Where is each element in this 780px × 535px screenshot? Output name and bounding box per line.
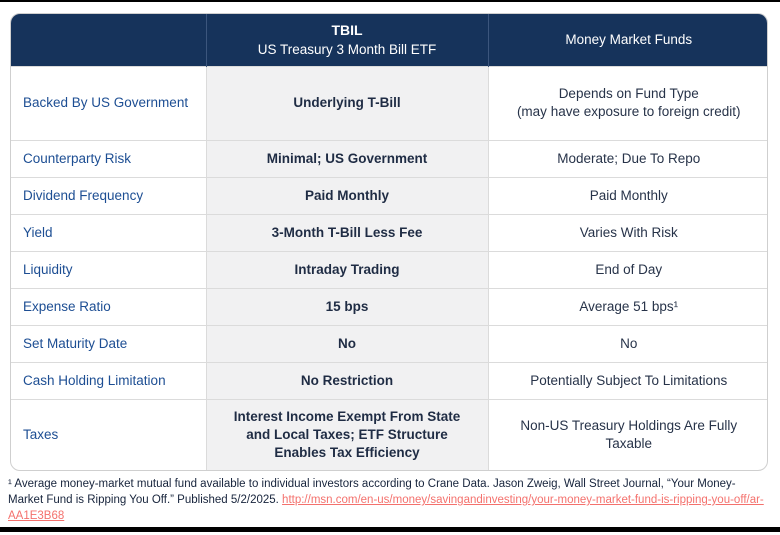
tbil-cell: 15 bps: [206, 288, 489, 325]
mmf-cell: Paid Monthly: [589, 187, 668, 203]
row-label: Liquidity: [11, 251, 207, 288]
table-row-dividend-frequency: Dividend Frequency Paid Monthly Paid Mon…: [11, 177, 767, 214]
row-label: Yield: [11, 214, 207, 251]
header-empty-cell: [11, 14, 207, 66]
footnote-source-link[interactable]: http://msn.com/en-us/money/savingandinve…: [8, 494, 764, 522]
table-row-taxes: Taxes Interest Income Exempt From State …: [11, 399, 767, 470]
header-tbil-title: TBIL: [331, 21, 363, 38]
row-label: Counterparty Risk: [11, 140, 207, 177]
tbil-cell: No Restriction: [206, 362, 489, 399]
tbil-cell: Underlying T-Bill: [206, 66, 489, 140]
header-tbil: TBIL US Treasury 3 Month Bill ETF: [206, 14, 489, 66]
row-label: Backed By US Government: [11, 66, 207, 140]
table-row-backed-by-us-government: Backed By US Government Underlying T-Bil…: [11, 66, 767, 140]
mmf-cell: Depends on Fund Type (may have exposure …: [516, 86, 741, 119]
footnote: ¹ Average money-market mutual fund avail…: [8, 476, 766, 524]
tbil-cell: Interest Income Exempt From State and Lo…: [206, 399, 489, 470]
mmf-cell: Average 51 bps¹: [579, 298, 679, 314]
table-row-yield: Yield 3-Month T-Bill Less Fee Varies Wit…: [11, 214, 767, 251]
table-row-set-maturity-date: Set Maturity Date No No: [11, 325, 767, 362]
table-row-expense-ratio: Expense Ratio 15 bps Average 51 bps¹: [11, 288, 767, 325]
table-row-liquidity: Liquidity Intraday Trading End of Day: [11, 251, 767, 288]
table-row-counterparty-risk: Counterparty Risk Minimal; US Government…: [11, 140, 767, 177]
mmf-cell: No: [620, 335, 638, 351]
row-label: Dividend Frequency: [11, 177, 207, 214]
tbil-vs-mmf-table: TBIL US Treasury 3 Month Bill ETF Money …: [10, 13, 768, 471]
row-label: Expense Ratio: [11, 288, 207, 325]
table-row-cash-holding-limitation: Cash Holding Limitation No Restriction P…: [11, 362, 767, 399]
header-mmf-title: Money Market Funds: [565, 32, 693, 48]
top-border-line: [0, 0, 780, 2]
bottom-border-bar: [0, 527, 780, 532]
row-label: Cash Holding Limitation: [11, 362, 207, 399]
mmf-cell: Varies With Risk: [579, 224, 678, 240]
row-label: Taxes: [11, 399, 207, 470]
header-tbil-subtitle: US Treasury 3 Month Bill ETF: [257, 41, 437, 57]
mmf-cell: End of Day: [595, 261, 663, 277]
tbil-cell: 3-Month T-Bill Less Fee: [206, 214, 489, 251]
header-money-market-funds: Money Market Funds: [488, 14, 767, 66]
tbil-cell: Paid Monthly: [206, 177, 489, 214]
row-label: Set Maturity Date: [11, 325, 207, 362]
tbil-cell: Intraday Trading: [206, 251, 489, 288]
header-row: TBIL US Treasury 3 Month Bill ETF Money …: [11, 14, 767, 66]
footnote-text: ¹ Average money-market mutual fund avail…: [8, 478, 736, 506]
mmf-cell: Potentially Subject To Limitations: [530, 372, 728, 388]
mmf-cell: Non-US Treasury Holdings Are Fully Taxab…: [520, 417, 738, 451]
mmf-cell: Moderate; Due To Repo: [557, 150, 701, 166]
tbil-cell: Minimal; US Government: [206, 140, 489, 177]
tbil-cell: No: [206, 325, 489, 362]
